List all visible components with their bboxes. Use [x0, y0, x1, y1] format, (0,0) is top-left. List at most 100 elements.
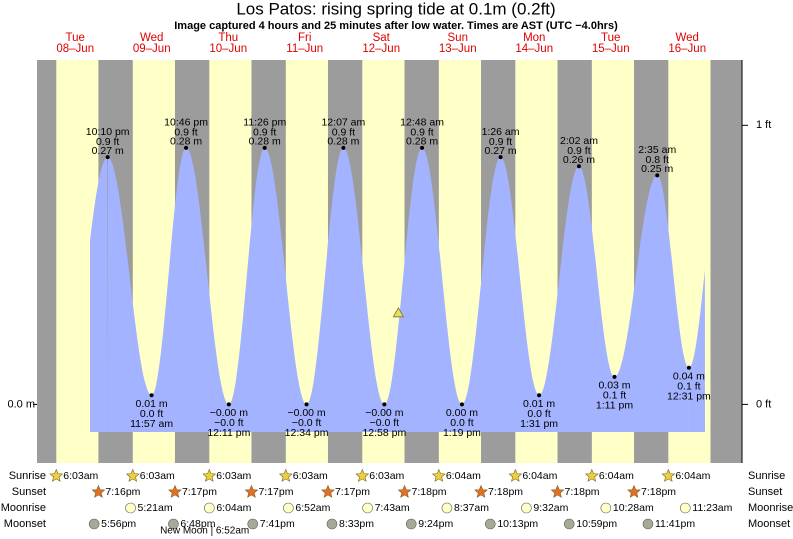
extreme-time: 12:11 pm: [207, 427, 250, 439]
day-name: Thu: [218, 32, 238, 44]
extreme-time: 12:58 pm: [362, 427, 406, 439]
extreme-time: 2:35 am: [638, 144, 676, 156]
almanac-time: 7:18pm: [412, 486, 447, 498]
almanac-icon: [283, 502, 294, 514]
extreme-m: 0.27 m: [485, 145, 517, 157]
almanac-time: 7:41pm: [260, 518, 295, 530]
almanac-time: 6:04am: [446, 470, 481, 482]
extreme-ft: 0.9 ft: [96, 136, 119, 148]
extreme-m: −0.00 m: [287, 407, 325, 419]
almanac-icon: [521, 502, 532, 514]
day-date: 14–Jun: [515, 43, 553, 55]
almanac-icon: [600, 502, 612, 514]
almanac-icon: [661, 468, 676, 482]
almanac-label-right: Moonrise: [748, 502, 793, 514]
almanac-time: 7:17pm: [335, 486, 370, 498]
extreme-m: 0.27 m: [92, 145, 124, 157]
extreme-time: 2:02 am: [560, 135, 598, 147]
day-date: 15–Jun: [592, 43, 630, 55]
almanac-time: 10:59pm: [576, 518, 617, 530]
chart-title: Los Patos: rising spring tide at 0.1m (0…: [236, 0, 555, 18]
almanac-time: 6:04am: [216, 502, 251, 514]
almanac-icon: [508, 468, 523, 482]
almanac-label: Moonset: [4, 518, 46, 530]
almanac-time: 6:04am: [675, 470, 710, 482]
extreme-m: 0.28 m: [170, 136, 202, 148]
moon-phase-name: New Moon: [160, 526, 208, 537]
almanac-icon: [362, 502, 373, 514]
almanac-time: 8:33pm: [339, 518, 374, 530]
almanac-icon: [168, 484, 182, 498]
almanac-time: 7:43am: [375, 502, 410, 514]
almanac-icon: [642, 518, 654, 530]
almanac-time: 6:03am: [216, 470, 251, 482]
extreme-m: 0.28 m: [406, 136, 438, 148]
almanac-icon: [355, 468, 370, 482]
y2-tick-label: 1 ft: [756, 119, 771, 131]
moon-phase-time: 6:52am: [216, 526, 249, 537]
extreme-m: 0.28 m: [327, 136, 359, 148]
extreme-m: 0.28 m: [249, 136, 281, 148]
extreme-m: −0.00 m: [365, 407, 403, 419]
extreme-time: 1:31 pm: [520, 418, 558, 430]
almanac-icon: [431, 468, 446, 482]
day-date: 09–Jun: [133, 43, 171, 55]
extreme-m: 0.03 m: [598, 380, 630, 392]
almanac-time: 11:23am: [692, 502, 732, 514]
extreme-m: 0.01 m: [136, 398, 168, 410]
y2-tick-label: 0 ft: [756, 398, 771, 410]
almanac-time: 10:13pm: [497, 518, 538, 530]
tide-extreme: [459, 402, 464, 407]
almanac-icon: [125, 502, 136, 514]
day-name: Tue: [601, 32, 620, 44]
almanac-time: 6:03am: [63, 470, 98, 482]
day-name: Fri: [298, 32, 311, 44]
day-name: Tue: [66, 32, 85, 44]
almanac-icon: [474, 484, 488, 498]
chart-subtitle: Image captured 4 hours and 25 minutes af…: [174, 20, 618, 32]
extreme-time: 12:48 am: [400, 117, 444, 129]
extreme-ft: 0.9 ft: [489, 136, 512, 148]
almanac-time: 7:18pm: [641, 486, 676, 498]
tide-extreme: [537, 393, 542, 398]
extreme-ft: 0.9 ft: [174, 127, 197, 139]
almanac-time: 6:03am: [369, 470, 404, 482]
tide-extreme: [382, 402, 387, 407]
almanac-icon: [247, 518, 259, 530]
almanac-icon: [204, 502, 215, 514]
almanac-icon: [441, 502, 453, 514]
almanac-icon: [563, 518, 575, 530]
tide-area-edge: [688, 269, 705, 432]
almanac-icon: [168, 518, 179, 530]
almanac-icon: [326, 518, 338, 530]
day-name: Wed: [140, 32, 163, 44]
almanac-label-right: Moonset: [748, 518, 790, 530]
day-date: 10–Jun: [209, 43, 247, 55]
extreme-m: 0.25 m: [641, 163, 673, 175]
extreme-m: 0.01 m: [523, 398, 555, 410]
almanac-time: 5:21am: [138, 502, 173, 514]
day-date: 16–Jun: [668, 43, 706, 55]
day-date: 12–Jun: [362, 43, 400, 55]
tide-extreme: [498, 155, 503, 160]
almanac-icon: [405, 518, 417, 530]
almanac-icon: [125, 468, 140, 482]
almanac-label: Moonrise: [1, 502, 46, 514]
tide-area: [107, 147, 689, 432]
tide-extreme: [686, 365, 691, 370]
almanac-icon: [244, 484, 259, 498]
tide-area-edge: [90, 157, 108, 432]
tide-extreme: [576, 164, 581, 169]
almanac-time: 6:04am: [522, 470, 557, 482]
almanac-icon: [485, 518, 496, 530]
almanac-icon: [584, 468, 599, 482]
almanac-time: 6:48pm: [180, 518, 215, 530]
almanac-label: Sunset: [12, 486, 46, 498]
extreme-time: 1:11 pm: [596, 400, 633, 412]
almanac-time: 6:03am: [140, 470, 175, 482]
tide-extreme: [149, 393, 154, 398]
tide-extreme: [612, 374, 617, 379]
almanac-time: 8:37am: [454, 502, 489, 514]
almanac-time: 5:56pm: [101, 518, 136, 530]
